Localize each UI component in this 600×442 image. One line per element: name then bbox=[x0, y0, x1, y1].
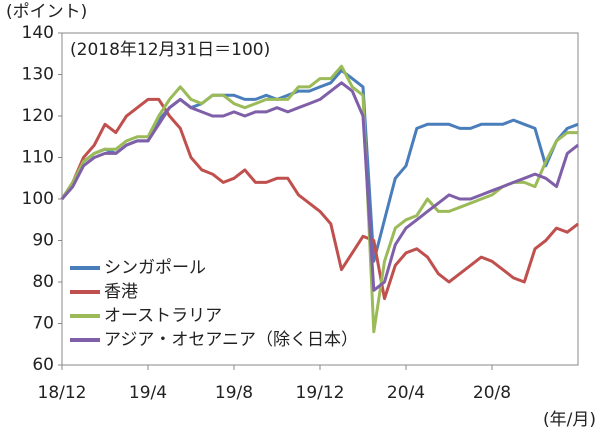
legend-label: アジア・オセアニア（除く日本） bbox=[104, 330, 358, 350]
x-tick-label: 18/12 bbox=[38, 383, 87, 403]
x-tick-label: 20/4 bbox=[387, 383, 425, 403]
x-tick-label: 19/4 bbox=[129, 383, 167, 403]
y-tick-label: 130 bbox=[22, 65, 54, 85]
legend-label: シンガポール bbox=[104, 258, 206, 278]
series-line bbox=[60, 81, 579, 292]
legend-label: オーストラリア bbox=[104, 306, 222, 326]
y-tick-label: 60 bbox=[32, 355, 54, 375]
x-tick-label: 19/12 bbox=[296, 383, 345, 403]
series-line bbox=[60, 97, 579, 301]
y-tick-label: 120 bbox=[22, 106, 54, 126]
y-tick-label: 70 bbox=[32, 314, 54, 334]
legend-label: 香港 bbox=[104, 282, 138, 302]
y-tick-label: 140 bbox=[22, 23, 54, 43]
series-line bbox=[60, 64, 578, 334]
y-axis-label: (ポイント) bbox=[6, 2, 87, 22]
x-axis-label: (年/月) bbox=[543, 410, 596, 430]
y-tick-label: 100 bbox=[22, 189, 54, 209]
annotation: (2018年12月31日＝100) bbox=[70, 40, 270, 60]
y-tick-label: 80 bbox=[32, 272, 54, 292]
y-tick-label: 90 bbox=[32, 231, 54, 251]
y-tick-label: 110 bbox=[22, 148, 54, 168]
x-tick-label: 19/8 bbox=[215, 383, 253, 403]
x-tick-label: 20/8 bbox=[473, 383, 511, 403]
